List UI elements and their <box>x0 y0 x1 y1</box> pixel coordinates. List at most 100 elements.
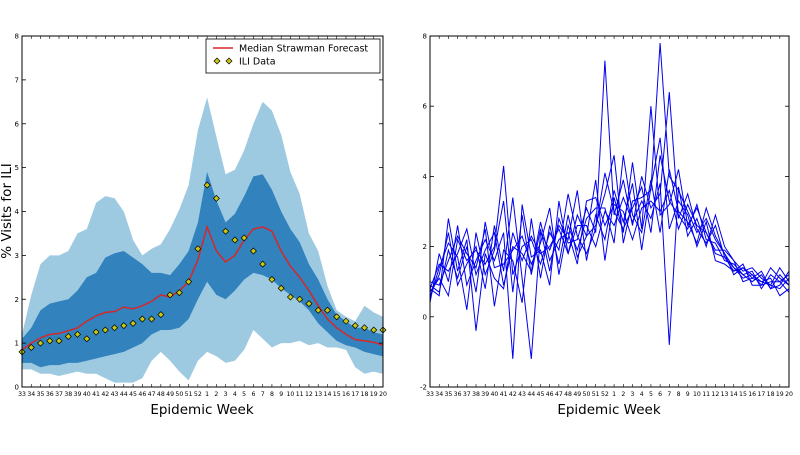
x-tick-label: 7 <box>261 391 265 398</box>
x-tick-label: 52 <box>601 391 609 398</box>
x-tick-label: 3 <box>631 391 635 398</box>
ili-data-point <box>83 335 91 343</box>
x-tick-label: 50 <box>175 391 183 398</box>
trajectory-line <box>429 137 790 359</box>
x-tick-label: 51 <box>185 391 193 398</box>
ili-data-point <box>55 337 63 345</box>
ili-data-point <box>212 194 220 202</box>
ili-data-point <box>351 322 359 330</box>
x-tick-label: 34 <box>435 391 443 398</box>
x-tick-label: 41 <box>500 391 508 398</box>
x-tick-label: 52 <box>194 391 202 398</box>
x-tick-label: 4 <box>640 391 644 398</box>
x-tick-label: 12 <box>305 391 313 398</box>
ili-data-point <box>342 317 350 325</box>
ili-data-point <box>203 181 211 189</box>
x-tick-label: 33 <box>18 391 26 398</box>
y-tick-label: 7 <box>15 76 19 84</box>
y-tick-label: 1 <box>15 340 19 348</box>
x-tick-label: 46 <box>138 391 146 398</box>
ili-data-point <box>101 326 109 334</box>
ili-data-point <box>249 247 257 255</box>
ili-data-point <box>74 330 82 338</box>
x-tick-label: 2 <box>621 391 625 398</box>
ili-data-point <box>129 319 137 327</box>
x-tick-label: 6 <box>658 391 662 398</box>
trajectory-line <box>429 106 790 307</box>
ili-data-point <box>333 313 341 321</box>
x-tick-label: 16 <box>748 391 756 398</box>
ili-data-point <box>268 276 276 284</box>
trajectory-line <box>429 188 790 289</box>
legend-label-median: Median Strawman Forecast <box>239 44 368 55</box>
y-tick-label: 3 <box>15 252 19 260</box>
x-tick-label: 9 <box>279 391 283 398</box>
x-tick-label: 49 <box>166 391 174 398</box>
ili-data-point <box>360 324 368 332</box>
y-tick-label: 8 <box>423 33 427 41</box>
ili-data-point <box>194 245 202 253</box>
x-tick-label: 36 <box>46 391 54 398</box>
x-tick-label: 2 <box>214 391 218 398</box>
x-tick-label: 40 <box>490 391 498 398</box>
ili-data-point <box>157 311 165 319</box>
x-tick-label: 14 <box>324 391 332 398</box>
y-tick-label: 6 <box>15 120 20 128</box>
x-tick-label: 5 <box>649 391 653 398</box>
x-tick-label: 10 <box>286 391 294 398</box>
x-tick-label: 43 <box>111 391 119 398</box>
x-tick-label: 1 <box>205 391 209 398</box>
x-tick-label: 43 <box>518 391 526 398</box>
x-tick-label: 37 <box>463 391 471 398</box>
ili-data-point <box>323 306 331 314</box>
x-tick-label: 7 <box>667 391 671 398</box>
x-tick-label: 39 <box>481 391 489 398</box>
ili-data-point <box>231 236 239 244</box>
legend-box <box>205 38 381 74</box>
x-tick-label: 20 <box>379 391 387 398</box>
x-tick-label: 19 <box>370 391 378 398</box>
x-tick-label: 35 <box>37 391 45 398</box>
x-tick-label: 15 <box>333 391 341 398</box>
ili-data-point <box>148 315 156 323</box>
legend-marker-swatch <box>213 57 221 65</box>
uncertainty-band <box>22 172 383 368</box>
x-tick-label: 11 <box>296 391 304 398</box>
legend: Median Strawman Forecast ILI Data <box>205 38 381 74</box>
y-tick-label: -2 <box>420 384 427 392</box>
x-tick-label: 47 <box>148 391 156 398</box>
trajectory-line <box>429 155 790 297</box>
x-tick-label: 42 <box>101 391 109 398</box>
trajectory-line <box>429 155 790 298</box>
legend-marker-swatch <box>225 57 233 65</box>
ili-data-point <box>259 260 267 268</box>
ili-data-point <box>27 344 35 352</box>
x-tick-label: 17 <box>757 391 765 398</box>
x-tick-label: 44 <box>120 391 128 398</box>
x-tick-label: 45 <box>129 391 137 398</box>
ili-data-point <box>111 324 119 332</box>
x-tick-label: 38 <box>472 391 480 398</box>
x-tick-label: 11 <box>702 391 710 398</box>
x-tick-label: 37 <box>55 391 63 398</box>
x-tick-label: 1 <box>612 391 616 398</box>
x-tick-label: 9 <box>686 391 690 398</box>
x-tick-label: 44 <box>527 391 535 398</box>
median-forecast-line <box>21 224 384 351</box>
ili-data-point <box>120 322 128 330</box>
ili-data-point <box>37 339 45 347</box>
ili-data-point <box>314 306 322 314</box>
x-axis-label: Epidemic Week <box>557 402 661 418</box>
x-tick-label: 10 <box>693 391 701 398</box>
y-tick-label: 5 <box>15 164 19 172</box>
x-tick-label: 4 <box>233 391 237 398</box>
trajectory-line <box>429 60 790 310</box>
y-tick-label: 2 <box>423 243 427 251</box>
ili-data-point <box>277 284 285 292</box>
x-tick-label: 45 <box>537 391 545 398</box>
x-tick-label: 15 <box>739 391 747 398</box>
